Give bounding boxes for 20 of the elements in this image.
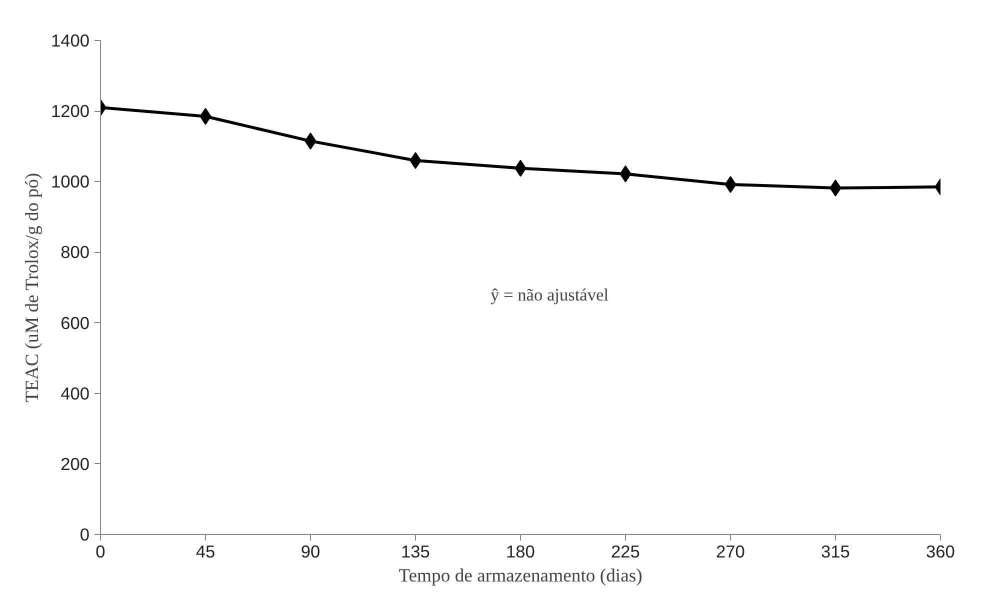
x-tick-label: 180 — [506, 542, 535, 562]
y-tick-label: 0 — [80, 524, 90, 544]
y-tick-label: 1000 — [50, 172, 90, 192]
x-tick-label: 90 — [300, 542, 320, 562]
x-tick-label: 135 — [401, 542, 430, 562]
x-tick-label: 0 — [96, 542, 106, 562]
y-tick-label: 1200 — [50, 101, 90, 122]
y-tick-label: 200 — [60, 454, 90, 474]
y-tick-label: 400 — [60, 383, 90, 404]
y-tick-label: 600 — [60, 312, 90, 333]
x-tick-label: 270 — [716, 542, 745, 562]
x-tick-label: 45 — [196, 542, 216, 562]
x-axis-title: Tempo de armazenamento (dias) — [398, 566, 642, 586]
x-tick-label: 360 — [926, 542, 955, 562]
y-tick-label: 800 — [60, 242, 90, 262]
y-axis-title: TEAC (uM de Trolox/g do pó) — [22, 172, 43, 402]
y-tick-label: 1400 — [50, 30, 90, 50]
annotation: ŷ = não ajustável — [490, 286, 609, 304]
x-tick-label: 315 — [821, 542, 850, 562]
x-tick-label: 225 — [611, 542, 640, 562]
